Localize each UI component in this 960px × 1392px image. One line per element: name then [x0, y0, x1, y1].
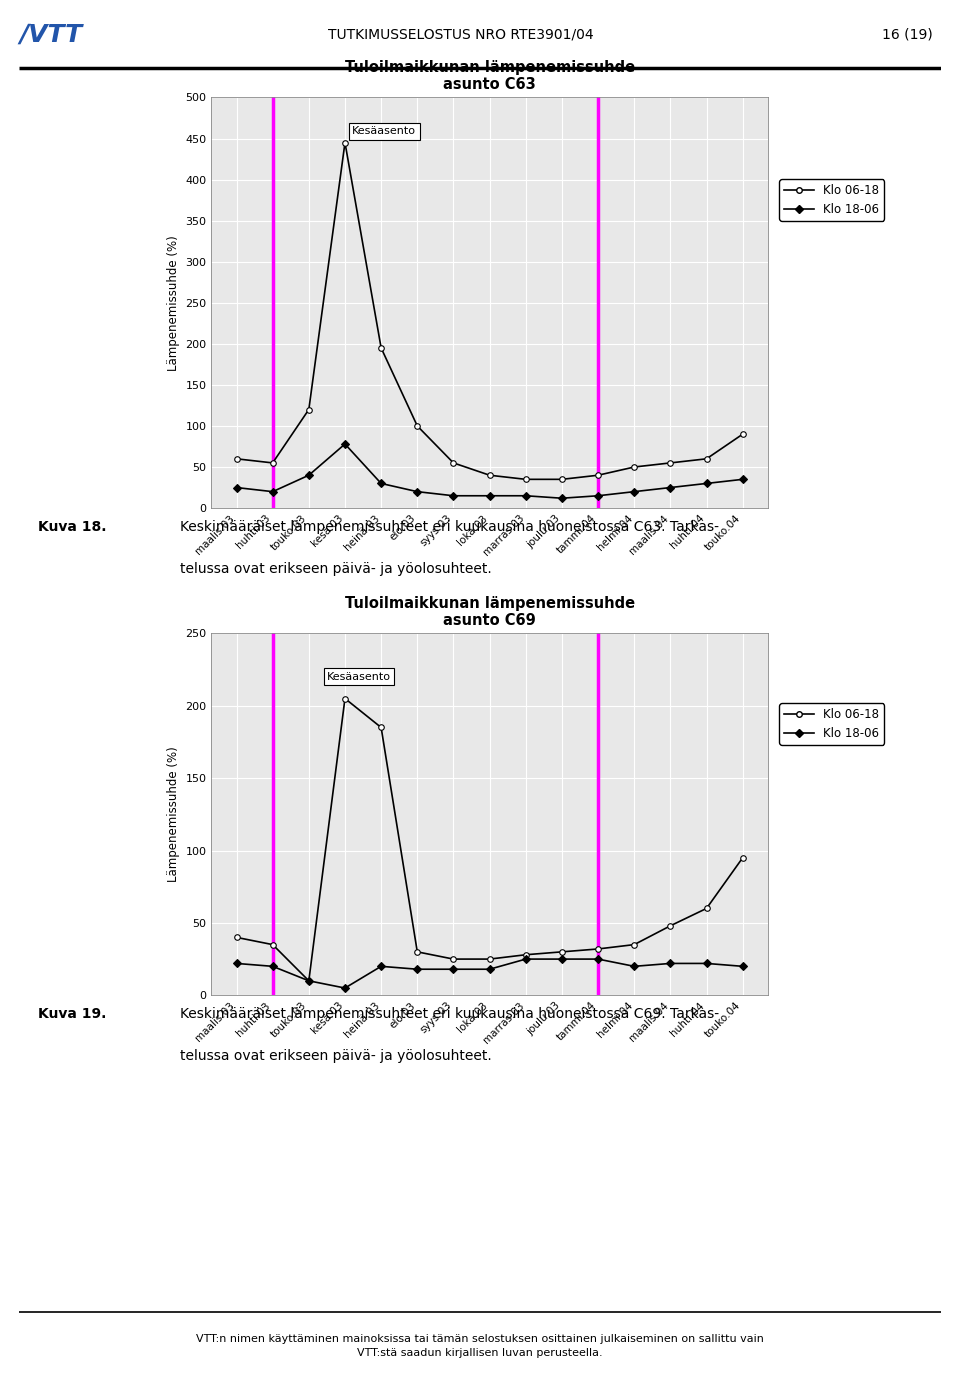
Text: Kesäasento: Kesäasento — [327, 672, 391, 682]
Text: VTT:n nimen käyttäminen mainoksissa tai tämän selostuksen osittainen julkaisemin: VTT:n nimen käyttäminen mainoksissa tai … — [196, 1334, 764, 1359]
Text: 16 (19): 16 (19) — [882, 28, 933, 42]
Text: Keskimääräiset lämpenemissuhteet eri kuukausina huoneistossa C63. Tarkas-: Keskimääräiset lämpenemissuhteet eri kuu… — [180, 519, 719, 533]
Text: Kuva 19.: Kuva 19. — [37, 1006, 106, 1020]
Y-axis label: Lämpenemissuhde (%): Lämpenemissuhde (%) — [167, 746, 180, 883]
Legend: Klo 06-18, Klo 18-06: Klo 06-18, Klo 18-06 — [780, 180, 884, 221]
Title: Tuloilmaikkunan lämpenemissuhde
asunto C63: Tuloilmaikkunan lämpenemissuhde asunto C… — [345, 60, 635, 92]
Text: ∕VTT: ∕VTT — [19, 22, 83, 47]
Text: Kesäasento: Kesäasento — [352, 127, 417, 136]
Title: Tuloilmaikkunan lämpenemissuhde
asunto C69: Tuloilmaikkunan lämpenemissuhde asunto C… — [345, 596, 635, 628]
Text: TUTKIMUSSELOSTUS NRO RTE3901/04: TUTKIMUSSELOSTUS NRO RTE3901/04 — [328, 28, 593, 42]
Text: Kuva 18.: Kuva 18. — [37, 519, 107, 533]
Y-axis label: Lämpenemissuhde (%): Lämpenemissuhde (%) — [167, 235, 180, 370]
Text: telussa ovat erikseen päivä- ja yöolosuhteet.: telussa ovat erikseen päivä- ja yöolosuh… — [180, 562, 492, 576]
Text: Keskimääräiset lämpenemissuhteet eri kuukausina huoneistossa C69. Tarkas-: Keskimääräiset lämpenemissuhteet eri kuu… — [180, 1006, 720, 1020]
Text: telussa ovat erikseen päivä- ja yöolosuhteet.: telussa ovat erikseen päivä- ja yöolosuh… — [180, 1050, 492, 1063]
Legend: Klo 06-18, Klo 18-06: Klo 06-18, Klo 18-06 — [780, 703, 884, 745]
